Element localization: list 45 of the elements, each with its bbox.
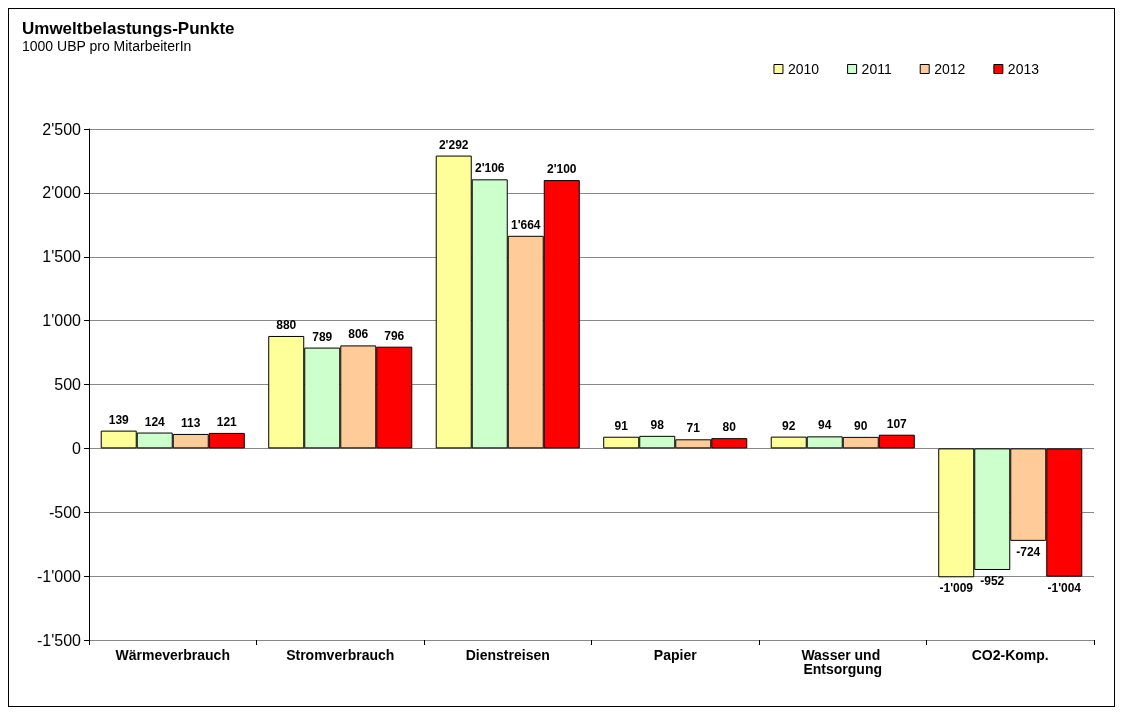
y-tick-label: -1'000 [37,567,82,585]
chart-subtitle: 1000 UBP pro MitarbeiterIn [22,38,192,54]
y-tick-label: 2'500 [42,120,82,138]
data-label: 92 [782,418,796,433]
y-tick-label: -500 [48,503,82,521]
data-label: 139 [108,412,130,427]
y-tick-label: 0 [72,439,82,457]
data-label: 80 [722,420,737,435]
y-tick-label: 2'000 [42,184,82,202]
data-label: 2'100 [546,162,577,177]
legend-label: 2011 [861,61,892,77]
data-label: 71 [686,421,701,436]
x-tick-label: CO2-Komp. [971,647,1049,663]
data-label: -1'004 [1047,580,1082,595]
data-label: 2'292 [438,137,469,152]
legend-label: 2013 [1007,61,1040,77]
y-tick-label: 500 [54,376,82,393]
y-tick-label: 1'500 [42,248,82,266]
data-label: 98 [650,417,665,432]
data-label: 796 [384,328,405,343]
data-label: 121 [216,414,238,429]
y-tick-label: -1'500 [37,631,82,649]
data-label: 94 [818,418,832,433]
data-label: 90 [854,418,868,433]
data-label: 124 [144,414,166,429]
x-tick-label: Stromverbrauch [286,647,395,663]
data-label: 880 [276,317,297,332]
data-label: -1'009 [939,581,974,596]
x-tick-label: Wasser und Entsorgung [801,647,885,677]
y-tick-label: 1'000 [42,312,82,330]
data-label: 2'106 [474,161,505,176]
data-label: -952 [980,573,1005,588]
data-label: -724 [1016,544,1041,559]
legend-label: 2012 [934,61,966,77]
x-tick-label: Papier [653,647,698,663]
legend-label: 2010 [787,61,820,77]
data-label: 806 [348,327,369,342]
x-tick-label: Wärmeverbrauch [115,647,230,663]
data-label: 113 [181,415,201,430]
data-label: 107 [886,416,908,431]
chart-title: Umweltbelastungs-Punkte [22,19,235,38]
data-label: 1'664 [510,217,541,232]
data-label: 789 [312,329,333,344]
x-tick-label: Dienstreisen [465,647,550,663]
data-label: 91 [614,418,629,433]
